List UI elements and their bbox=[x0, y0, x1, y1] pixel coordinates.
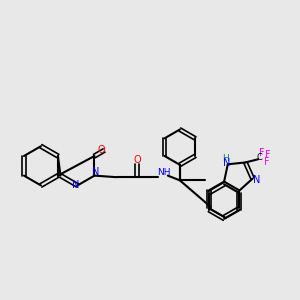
Text: H: H bbox=[222, 154, 229, 163]
Text: N: N bbox=[92, 167, 100, 177]
Text: F: F bbox=[266, 150, 271, 160]
Text: N: N bbox=[72, 180, 80, 190]
Text: O: O bbox=[133, 155, 141, 165]
Text: F: F bbox=[264, 157, 270, 166]
Text: F: F bbox=[259, 148, 265, 158]
Text: N: N bbox=[253, 175, 260, 185]
Text: C: C bbox=[256, 153, 262, 162]
Text: N: N bbox=[223, 158, 230, 168]
Text: NH: NH bbox=[157, 168, 170, 177]
Text: O: O bbox=[97, 146, 105, 155]
